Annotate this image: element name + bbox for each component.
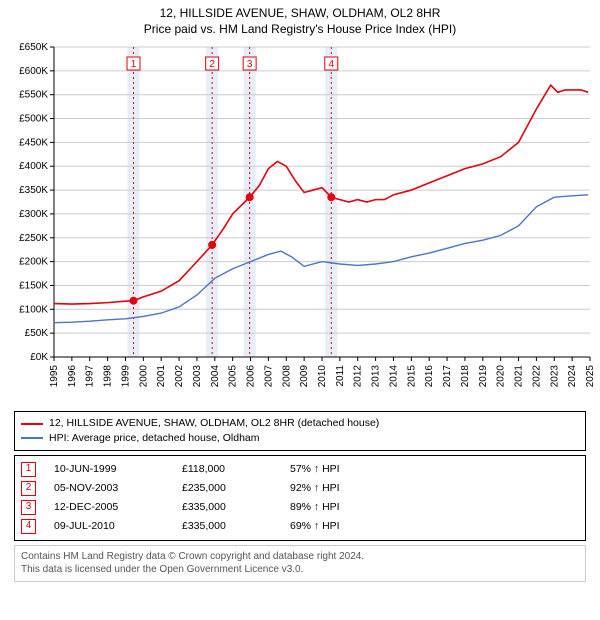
chart-titles: 12, HILLSIDE AVENUE, SHAW, OLDHAM, OL2 8… [0, 0, 600, 37]
svg-text:2019: 2019 [478, 365, 489, 388]
svg-text:1: 1 [131, 59, 137, 70]
svg-text:2011: 2011 [335, 365, 346, 387]
sale-marker-1: 1 [21, 462, 36, 477]
svg-text:2018: 2018 [460, 365, 471, 388]
line-chart-svg: £0K £50K £100K £150K £200K £250K £300K £350K £40… [0, 37, 600, 407]
figure: { "titles": { "line1": "12, HILLSIDE AVE… [0, 0, 600, 582]
svg-text:£50K: £50K [25, 328, 49, 339]
legend-item-1: HPI: Average price, detached house, Oldh… [21, 431, 579, 446]
svg-text:2021: 2021 [514, 365, 525, 388]
sale-pct: 92% ↑ HPI [290, 482, 340, 494]
sales-table: 1 10-JUN-1999 £118,000 57% ↑ HPI 2 05-NOV-200… [14, 455, 586, 541]
svg-text:£550K: £550K [19, 90, 48, 101]
sale-price: £335,000 [182, 520, 272, 532]
legend-swatch [21, 437, 43, 439]
svg-text:2008: 2008 [281, 365, 292, 388]
sale-price: £335,000 [182, 501, 272, 513]
svg-text:£600K: £600K [19, 66, 48, 77]
svg-text:£100K: £100K [19, 304, 48, 315]
svg-text:2006: 2006 [246, 365, 257, 388]
svg-text:1998: 1998 [103, 365, 114, 388]
svg-text:2025: 2025 [585, 365, 596, 388]
svg-text:2024: 2024 [567, 365, 578, 388]
sale-point-4 [327, 193, 335, 201]
svg-text:£250K: £250K [19, 233, 48, 244]
sale-pct: 89% ↑ HPI [290, 501, 340, 513]
svg-text:2005: 2005 [228, 365, 239, 388]
svg-text:2017: 2017 [442, 365, 453, 388]
svg-text:2000: 2000 [138, 365, 149, 388]
svg-text:4: 4 [329, 59, 335, 70]
svg-text:2002: 2002 [174, 365, 185, 388]
legend-swatch [21, 423, 43, 425]
footer-line-1: Contains HM Land Registry data © Crown c… [21, 550, 579, 564]
legend: 12, HILLSIDE AVENUE, SHAW, OLDHAM, OL2 8… [14, 411, 586, 450]
sale-price: £118,000 [182, 463, 272, 475]
svg-text:2007: 2007 [263, 365, 274, 388]
chart-area: £0K £50K £100K £150K £200K £250K £300K £350K £40… [0, 37, 600, 407]
svg-text:£400K: £400K [19, 161, 48, 172]
svg-text:2020: 2020 [496, 365, 507, 388]
svg-text:2: 2 [209, 59, 215, 70]
svg-text:£0K: £0K [30, 352, 48, 363]
sale-date: 05-NOV-2003 [54, 482, 164, 494]
svg-text:1999: 1999 [120, 365, 131, 388]
sale-marker-4: 4 [21, 519, 36, 534]
svg-text:£350K: £350K [19, 185, 48, 196]
svg-text:£650K: £650K [19, 42, 48, 53]
svg-text:2009: 2009 [299, 365, 310, 388]
sale-point-2 [208, 241, 216, 249]
svg-text:2003: 2003 [192, 365, 203, 388]
svg-text:2004: 2004 [210, 365, 221, 388]
svg-text:2015: 2015 [406, 365, 417, 388]
svg-text:2023: 2023 [549, 365, 560, 388]
footer-line-2: This data is licensed under the Open Gov… [21, 563, 579, 577]
svg-text:£450K: £450K [19, 138, 48, 149]
sale-point-1 [130, 297, 138, 305]
svg-text:2012: 2012 [353, 365, 364, 388]
svg-text:2022: 2022 [531, 365, 542, 388]
sale-date: 09-JUL-2010 [54, 520, 164, 532]
svg-text:£200K: £200K [19, 257, 48, 268]
svg-text:3: 3 [247, 59, 253, 70]
sale-date: 12-DEC-2005 [54, 501, 164, 513]
sale-row-3: 3 12-DEC-2005 £335,000 89% ↑ HPI [21, 498, 579, 517]
sale-row-2: 2 05-NOV-2003 £235,000 92% ↑ HPI [21, 479, 579, 498]
svg-text:£300K: £300K [19, 209, 48, 220]
sale-point-3 [246, 193, 254, 201]
sale-marker-3: 3 [21, 500, 36, 515]
sale-price: £235,000 [182, 482, 272, 494]
sale-row-4: 4 09-JUL-2010 £335,000 69% ↑ HPI [21, 517, 579, 536]
svg-text:2010: 2010 [317, 365, 328, 388]
sale-marker-2: 2 [21, 481, 36, 496]
sale-date: 10-JUN-1999 [54, 463, 164, 475]
svg-text:1996: 1996 [67, 365, 78, 388]
legend-label: HPI: Average price, detached house, Oldh… [49, 431, 260, 446]
svg-text:2013: 2013 [371, 365, 382, 388]
svg-text:£500K: £500K [19, 114, 48, 125]
footer-attribution: Contains HM Land Registry data © Crown c… [14, 545, 586, 582]
title-line-2: Price paid vs. HM Land Registry's House … [0, 22, 600, 38]
svg-text:£150K: £150K [19, 281, 48, 292]
sale-row-1: 1 10-JUN-1999 £118,000 57% ↑ HPI [21, 460, 579, 479]
legend-item-0: 12, HILLSIDE AVENUE, SHAW, OLDHAM, OL2 8… [21, 416, 579, 431]
svg-text:2001: 2001 [156, 365, 167, 388]
legend-label: 12, HILLSIDE AVENUE, SHAW, OLDHAM, OL2 8… [49, 416, 379, 431]
svg-text:2014: 2014 [388, 365, 399, 388]
svg-text:1995: 1995 [49, 365, 60, 388]
sale-pct: 57% ↑ HPI [290, 463, 340, 475]
title-line-1: 12, HILLSIDE AVENUE, SHAW, OLDHAM, OL2 8… [0, 6, 600, 22]
svg-text:1997: 1997 [85, 365, 96, 388]
svg-text:2016: 2016 [424, 365, 435, 388]
sale-pct: 69% ↑ HPI [290, 520, 340, 532]
